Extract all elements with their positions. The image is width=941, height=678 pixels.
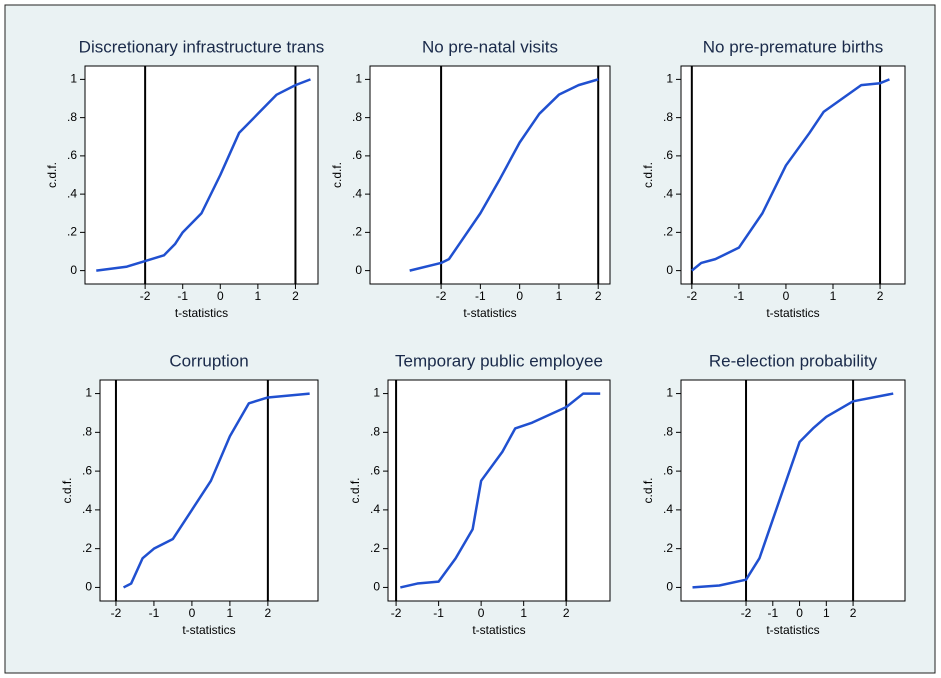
- y-tick-label: 1: [666, 72, 673, 86]
- y-axis-label: c.d.f.: [348, 477, 362, 503]
- x-tick-label: -1: [475, 289, 486, 303]
- y-tick-label: 1: [85, 386, 92, 400]
- y-tick-label: .8: [82, 425, 92, 439]
- y-axis-label: c.d.f.: [641, 162, 655, 188]
- y-tick-label: .6: [67, 148, 77, 162]
- chart-title: No pre-premature births: [703, 37, 883, 56]
- y-tick-label: .2: [67, 225, 77, 239]
- y-tick-label: .4: [82, 502, 92, 516]
- x-tick-label: 0: [516, 289, 523, 303]
- y-tick-label: 0: [373, 580, 380, 594]
- x-tick-label: -1: [767, 606, 778, 620]
- x-tick-label: 1: [227, 606, 234, 620]
- y-tick-label: 1: [373, 386, 380, 400]
- cdf-line: [122, 392, 310, 589]
- plot-area: [99, 379, 319, 602]
- y-tick-label: .6: [370, 463, 380, 477]
- x-tick-label: 1: [823, 606, 830, 620]
- x-axis-label: t-statistics: [463, 306, 516, 320]
- chart-title: Corruption: [169, 351, 248, 370]
- y-tick-label: .4: [663, 186, 673, 200]
- x-axis-label: t-statistics: [472, 623, 525, 637]
- x-tick-label: 1: [556, 289, 563, 303]
- y-tick-label: .4: [352, 186, 362, 200]
- y-tick-label: .8: [663, 425, 673, 439]
- y-tick-label: 0: [85, 580, 92, 594]
- y-tick-label: .2: [663, 225, 673, 239]
- y-tick-label: .6: [663, 148, 673, 162]
- x-tick-label: -2: [741, 606, 752, 620]
- chart-title: Discretionary infrastructure trans: [79, 37, 325, 56]
- x-tick-label: -2: [111, 606, 122, 620]
- x-tick-label: -2: [391, 606, 402, 620]
- y-tick-label: .6: [352, 148, 362, 162]
- y-tick-label: .2: [82, 541, 92, 555]
- y-tick-label: 0: [666, 580, 673, 594]
- y-tick-label: .6: [663, 463, 673, 477]
- y-tick-label: 0: [666, 263, 673, 277]
- y-tick-label: .2: [370, 541, 380, 555]
- x-tick-label: -1: [734, 289, 745, 303]
- plot-area: [369, 65, 611, 285]
- x-tick-label: 2: [595, 289, 602, 303]
- y-tick-label: .8: [67, 110, 77, 124]
- y-tick-label: 0: [355, 263, 362, 277]
- cdf-line: [409, 78, 599, 272]
- x-tick-label: 1: [520, 606, 527, 620]
- x-axis-label: t-statistics: [766, 623, 819, 637]
- y-tick-label: .6: [82, 463, 92, 477]
- x-axis-label: t-statistics: [182, 623, 235, 637]
- x-tick-label: 2: [292, 289, 299, 303]
- x-tick-label: -1: [149, 606, 160, 620]
- x-tick-label: 2: [850, 606, 857, 620]
- x-tick-label: 2: [265, 606, 272, 620]
- chart-title: No pre-natal visits: [422, 37, 558, 56]
- y-tick-label: .8: [370, 425, 380, 439]
- cdf-line: [400, 392, 601, 589]
- x-tick-label: 0: [796, 606, 803, 620]
- y-tick-label: .2: [352, 225, 362, 239]
- x-tick-label: 1: [830, 289, 837, 303]
- cdf-line: [691, 78, 890, 272]
- x-tick-label: 0: [783, 289, 790, 303]
- cdf-line: [692, 392, 894, 589]
- x-tick-label: 0: [478, 606, 485, 620]
- y-axis-label: c.d.f.: [45, 162, 59, 188]
- plot-area: [680, 65, 906, 285]
- x-tick-label: 0: [217, 289, 224, 303]
- plot-area: [84, 65, 319, 285]
- y-tick-label: .4: [663, 502, 673, 516]
- x-tick-label: 2: [877, 289, 884, 303]
- x-tick-label: -1: [177, 289, 188, 303]
- x-tick-label: -2: [436, 289, 447, 303]
- x-axis-label: t-statistics: [766, 306, 819, 320]
- x-axis-label: t-statistics: [175, 306, 228, 320]
- cdf-line: [96, 78, 311, 272]
- y-tick-label: .2: [663, 541, 673, 555]
- chart-title: Re-election probability: [709, 351, 878, 370]
- x-tick-label: -2: [140, 289, 151, 303]
- y-tick-label: .4: [67, 186, 77, 200]
- y-tick-label: 1: [70, 72, 77, 86]
- y-tick-label: .8: [352, 110, 362, 124]
- y-tick-label: 1: [355, 72, 362, 86]
- y-axis-label: c.d.f.: [641, 477, 655, 503]
- plot-area: [387, 379, 611, 602]
- chart-title: Temporary public employee: [395, 351, 603, 370]
- y-tick-label: 1: [666, 386, 673, 400]
- y-axis-label: c.d.f.: [60, 477, 74, 503]
- plot-area: [680, 379, 906, 602]
- x-tick-label: 2: [563, 606, 570, 620]
- x-tick-label: 0: [189, 606, 196, 620]
- y-tick-label: .8: [663, 110, 673, 124]
- x-tick-label: 1: [255, 289, 262, 303]
- y-axis-label: c.d.f.: [330, 162, 344, 188]
- x-tick-label: -2: [686, 289, 697, 303]
- x-tick-label: -1: [433, 606, 444, 620]
- y-tick-label: 0: [70, 263, 77, 277]
- y-tick-label: .4: [370, 502, 380, 516]
